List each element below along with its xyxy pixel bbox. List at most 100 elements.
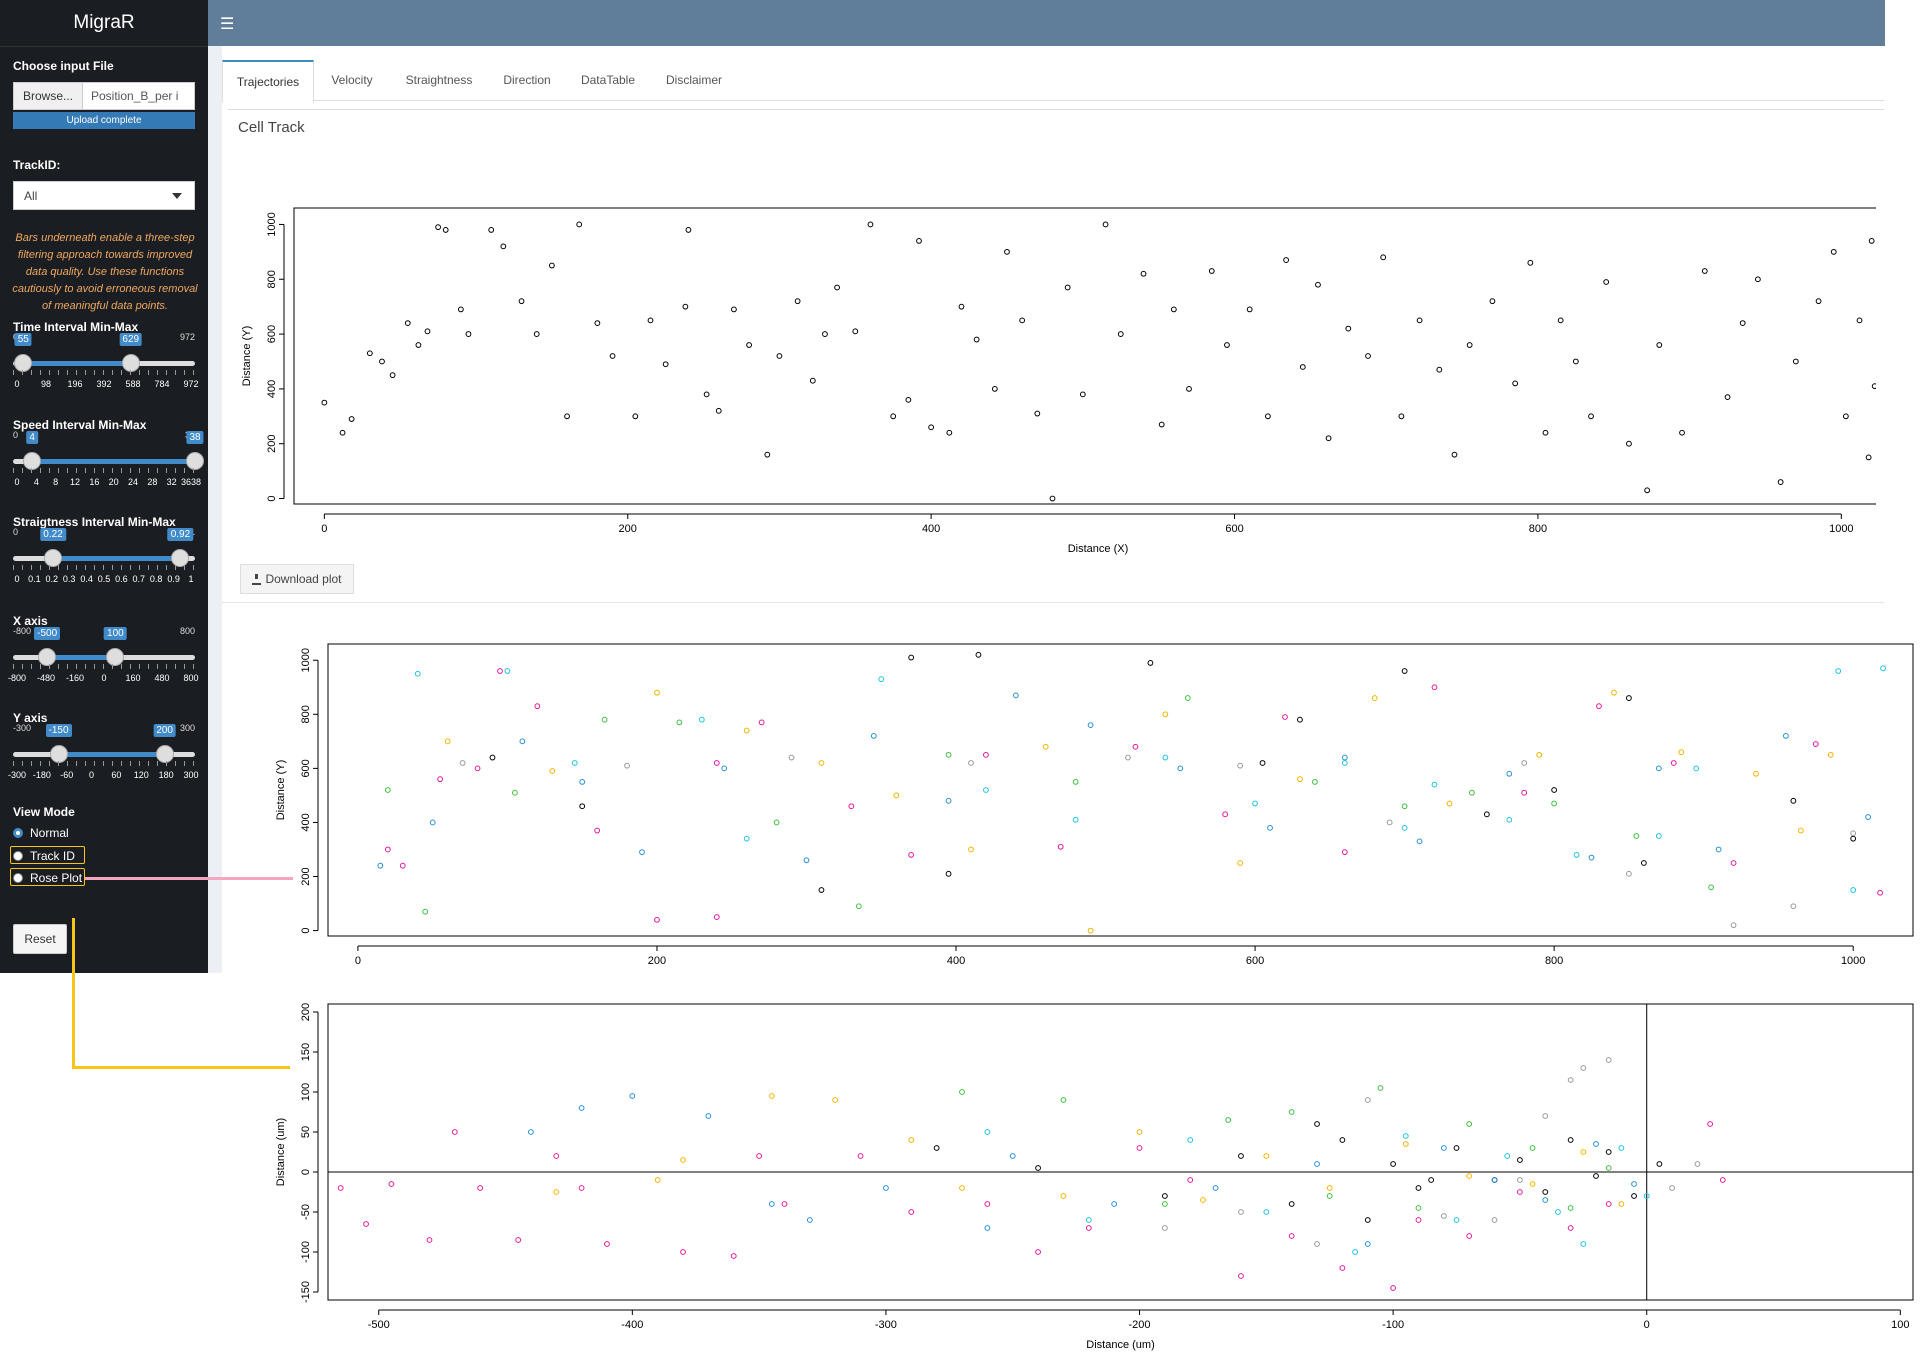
slider-min-label: -800 [13,626,32,636]
panel-bottom-divider [222,602,1884,603]
data-point [1136,1145,1143,1151]
data-point [1364,1097,1371,1103]
y-axis-slider[interactable]: -300 300 -150 200 -300 -180 -60 0 60 120 180 300 [8,723,199,784]
data-point [639,849,645,856]
radio-rose-plot[interactable] [13,873,23,883]
panel-divider [228,109,1884,110]
x-tick-label: -500 [368,1319,390,1331]
slider-tick-label: 12 [69,477,81,487]
slider-tick-label: -800 [7,673,27,683]
slider-tick-label: -60 [60,770,74,780]
data-point [1536,751,1543,758]
data-point [1790,903,1797,910]
data-point [337,1185,344,1191]
slider-tick-label: 0.7 [132,574,146,584]
tab-straightness[interactable]: Straightness [405,73,473,87]
data-point [527,1129,534,1135]
data-point [1739,320,1746,327]
radio-track-id[interactable] [13,851,23,861]
reset-button[interactable]: Reset [13,924,67,954]
data-series [1161,1057,1701,1247]
file-input-label: Choose input File [13,59,114,73]
data-point [984,1201,991,1207]
slider-high-value: 38 [186,431,204,444]
data-point [384,846,391,853]
x-tick-label: 200 [619,523,637,535]
view-mode-track-id[interactable]: Track ID [13,849,75,863]
time-interval-slider[interactable]: 0 972 55 629 0 98 196 392 588 784 972 [13,332,199,393]
browse-button[interactable]: Browse... [13,82,83,110]
slider-tick-label: 800 [183,673,199,683]
data-point [1222,811,1229,818]
data-point [756,1153,763,1159]
view-mode-rose-plot[interactable]: Rose Plot [13,871,82,885]
data-point [1072,778,1079,785]
rose-plot-connector-vertical [72,918,75,1068]
x-tick-label: 0 [355,955,361,967]
slider-tick-label: 1 [188,574,194,584]
data-point [1341,754,1348,761]
data-point [878,676,885,683]
data-point [504,668,511,674]
trackid-select[interactable]: All [13,181,195,210]
data-point [1580,1149,1587,1155]
slider-tick-label: 0 [14,379,20,389]
data-point [1797,827,1804,834]
slider-tick-label: 0.8 [149,574,163,584]
data-series [984,1129,1650,1255]
x-tick-label: 400 [922,523,940,535]
data-point [1625,695,1632,701]
y-tick-label: 200 [300,867,312,885]
data-point [1580,1065,1587,1071]
data-point [500,243,507,250]
file-input[interactable]: Browse... Position_B_per i [13,82,195,110]
tab-disclaimer[interactable]: Disclaimer [665,73,722,87]
y-tick-label: -150 [300,1281,312,1303]
tab-velocity[interactable]: Velocity [331,73,373,87]
data-point [1466,1173,1473,1179]
slider-tick-label: 160 [125,673,141,683]
data-point [1079,391,1086,398]
data-point [959,1089,965,1095]
x-tick-label: 0 [1644,1319,1650,1331]
speed-interval-slider[interactable]: 0384380481216202428323638 [13,430,204,491]
data-point [984,1225,991,1231]
slider-tick-marks [13,370,195,375]
slider-max-label: 800 [179,626,195,636]
data-point [1730,860,1737,866]
data-point [1542,1189,1549,1195]
time-slider-label: Time Interval Min-Max [13,320,139,334]
slider-tick-label: 0 [14,574,20,584]
data-point [1572,358,1579,365]
download-plot-button[interactable]: Download plot [240,564,354,594]
data-point [1618,1201,1625,1207]
data-point [1588,413,1594,420]
data-point [1850,835,1857,842]
data-point [1593,1141,1599,1147]
slider-tick-label: 24 [127,477,139,487]
view-mode-normal[interactable]: Normal [13,826,69,840]
tab-direction[interactable]: Direction [503,73,551,87]
data-point [1640,860,1647,866]
straightness-interval-slider[interactable]: 0 1 0.22 0.92 0 0.1 0.20.3 0.4 0.5 0.6 0.70.8 0.9 1 [13,527,195,588]
data-series [527,1093,1637,1247]
data-point [1842,413,1849,420]
slider-tick-label: 196 [67,379,83,389]
slider-min-label: 0 [13,430,19,440]
y-tick-label: 600 [300,759,312,777]
data-point [1377,1085,1384,1091]
hamburger-menu-icon[interactable]: ☰ [220,16,235,33]
file-name-field[interactable]: Position_B_per i [83,82,195,110]
data-point [654,1177,661,1183]
chevron-down-icon [172,193,182,199]
radio-normal[interactable] [13,828,23,838]
tab-trajectories[interactable]: Trajectories [222,60,314,103]
slider-high-handle[interactable] [186,452,204,470]
tab-datatable[interactable]: DataTable [580,73,636,87]
data-point [743,835,750,842]
data-point [1555,1209,1561,1215]
data-point [339,429,346,436]
x-axis-slider[interactable]: -800 800 -500 100 -800 -480 -160 0 160 480 800 [8,626,199,687]
data-point [366,350,373,357]
data-point [1288,1201,1295,1207]
